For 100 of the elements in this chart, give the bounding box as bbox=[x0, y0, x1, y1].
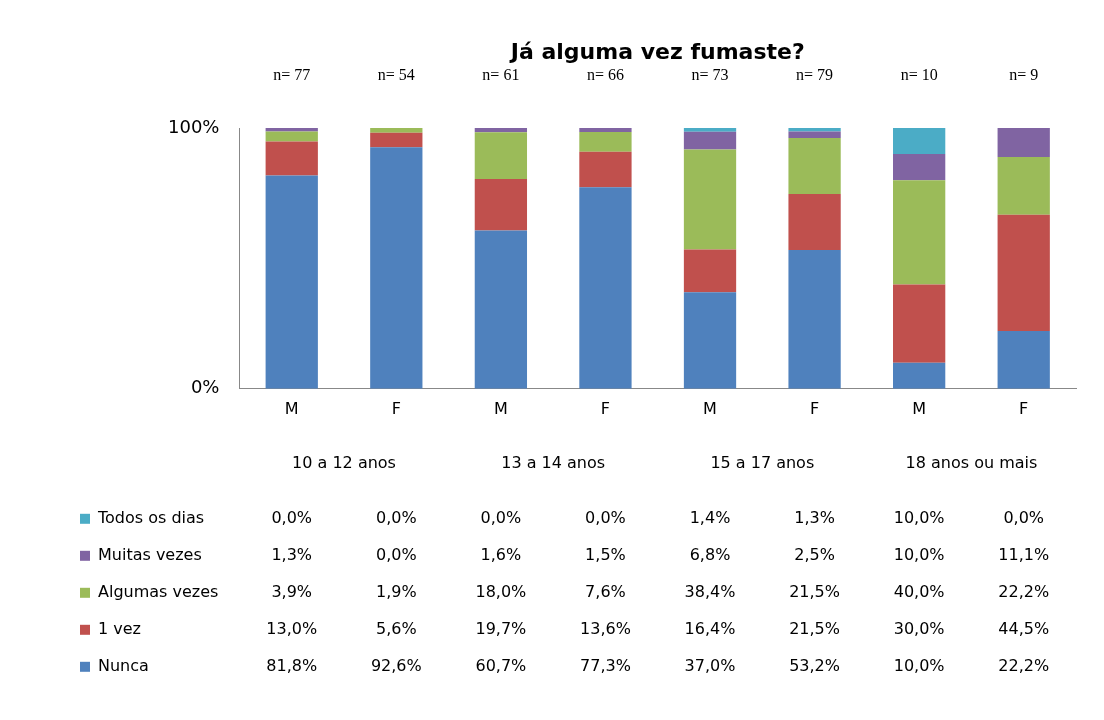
data-label: 1,3% bbox=[271, 544, 313, 564]
bar bbox=[788, 137, 841, 194]
bar bbox=[997, 330, 1050, 389]
bar bbox=[683, 292, 737, 389]
data-label: 0,0% bbox=[271, 507, 313, 527]
x-tick-label: F bbox=[600, 398, 611, 418]
bar bbox=[265, 131, 318, 142]
bar bbox=[474, 230, 528, 389]
data-label: 53,2% bbox=[789, 655, 840, 675]
data-label: 0,0% bbox=[480, 507, 522, 527]
text: 10 a 12 anos bbox=[292, 452, 396, 472]
x-tick-label: F bbox=[809, 398, 820, 418]
bar bbox=[683, 149, 737, 250]
data-label: 22,2% bbox=[998, 655, 1050, 675]
bar bbox=[788, 128, 841, 132]
data-label: 21,5% bbox=[789, 581, 840, 601]
x-tick-label: M bbox=[493, 398, 508, 418]
bar bbox=[474, 128, 528, 133]
data-label: 22,2% bbox=[998, 581, 1050, 601]
data-label: 44,5% bbox=[998, 618, 1050, 638]
bar bbox=[893, 154, 946, 181]
data-label: 3,9% bbox=[271, 581, 313, 601]
bar bbox=[997, 214, 1050, 331]
data-label: 30,0% bbox=[893, 618, 945, 638]
bar bbox=[579, 131, 632, 152]
data-label: 0,0% bbox=[1003, 507, 1045, 527]
bar bbox=[997, 128, 1050, 157]
bar bbox=[370, 128, 423, 133]
data-label: 13,0% bbox=[266, 618, 318, 638]
text: n= 54 bbox=[377, 66, 415, 84]
text: n= 61 bbox=[482, 66, 520, 84]
text: n= 10 bbox=[900, 66, 938, 84]
data-label: 7,6% bbox=[585, 581, 626, 601]
data-label: 2,5% bbox=[794, 544, 835, 564]
data-label: 38,4% bbox=[684, 581, 736, 601]
x-tick-label: M bbox=[912, 398, 927, 418]
data-label: 10,0% bbox=[893, 655, 945, 675]
data-label: 0,0% bbox=[375, 507, 417, 527]
bar bbox=[265, 175, 318, 389]
bar bbox=[788, 131, 841, 138]
legend-label: Todos os dias bbox=[97, 507, 205, 527]
data-label: 77,3% bbox=[580, 655, 631, 675]
text: 15 a 17 anos bbox=[710, 452, 815, 472]
data-label: 92,6% bbox=[370, 655, 422, 675]
x-tick-label: M bbox=[703, 398, 717, 418]
text: n= 66 bbox=[586, 66, 624, 84]
bar bbox=[579, 128, 632, 132]
y-tick-label: 100% bbox=[167, 115, 220, 137]
bar bbox=[474, 132, 528, 180]
legend-label: 1 vez bbox=[98, 618, 141, 638]
data-label: 0,0% bbox=[375, 544, 417, 564]
data-label: 10,0% bbox=[893, 507, 945, 527]
data-label: 60,7% bbox=[475, 655, 527, 675]
text: n= 79 bbox=[796, 66, 834, 84]
x-tick-label: M bbox=[284, 398, 299, 418]
legend-label: Muitas vezes bbox=[98, 544, 202, 564]
data-label: 1,4% bbox=[689, 507, 731, 527]
data-label: 5,6% bbox=[375, 618, 417, 638]
data-label: 1,5% bbox=[585, 544, 626, 564]
data-label: 19,7% bbox=[475, 618, 527, 638]
data-label: 11,1% bbox=[998, 544, 1050, 564]
data-label: 0,0% bbox=[585, 507, 626, 527]
bar bbox=[788, 250, 841, 389]
data-label: 1,6% bbox=[480, 544, 522, 564]
bar bbox=[893, 128, 946, 155]
bar bbox=[683, 131, 737, 150]
text: n= 77 bbox=[273, 66, 311, 84]
chart-title: Já alguma vez fumaste? bbox=[508, 38, 805, 64]
data-label: 6,8% bbox=[689, 544, 731, 564]
bar bbox=[893, 284, 946, 363]
x-tick-label: F bbox=[1019, 398, 1029, 418]
data-label: 1,9% bbox=[375, 581, 417, 601]
data-label: 18,0% bbox=[475, 581, 527, 601]
bar bbox=[370, 147, 423, 389]
data-label: 10,0% bbox=[893, 544, 945, 564]
data-label: 21,5% bbox=[789, 618, 840, 638]
bar bbox=[788, 193, 841, 251]
y-tick-label: 0% bbox=[190, 376, 220, 398]
bar bbox=[579, 151, 632, 188]
bar bbox=[579, 187, 632, 389]
data-label: 13,6% bbox=[580, 618, 631, 638]
bar bbox=[683, 128, 737, 132]
data-label: 1,3% bbox=[794, 507, 835, 527]
bar bbox=[474, 179, 528, 231]
x-tick-label: F bbox=[391, 398, 401, 418]
text: 18 anos ou mais bbox=[905, 452, 1038, 472]
data-label: 40,0% bbox=[893, 581, 945, 601]
bar bbox=[997, 156, 1050, 215]
data-label: 16,4% bbox=[684, 618, 736, 638]
bar bbox=[893, 180, 946, 285]
legend-label: Algumas vezes bbox=[98, 581, 219, 601]
text: 13 a 14 anos bbox=[501, 452, 606, 472]
bar bbox=[265, 141, 318, 176]
bar bbox=[893, 362, 946, 389]
text: n= 73 bbox=[691, 66, 729, 84]
legend-label: Nunca bbox=[98, 655, 149, 675]
bar bbox=[683, 249, 737, 293]
text: n= 9 bbox=[1009, 66, 1039, 84]
data-label: 37,0% bbox=[684, 655, 736, 675]
data-label: 81,8% bbox=[266, 655, 318, 675]
